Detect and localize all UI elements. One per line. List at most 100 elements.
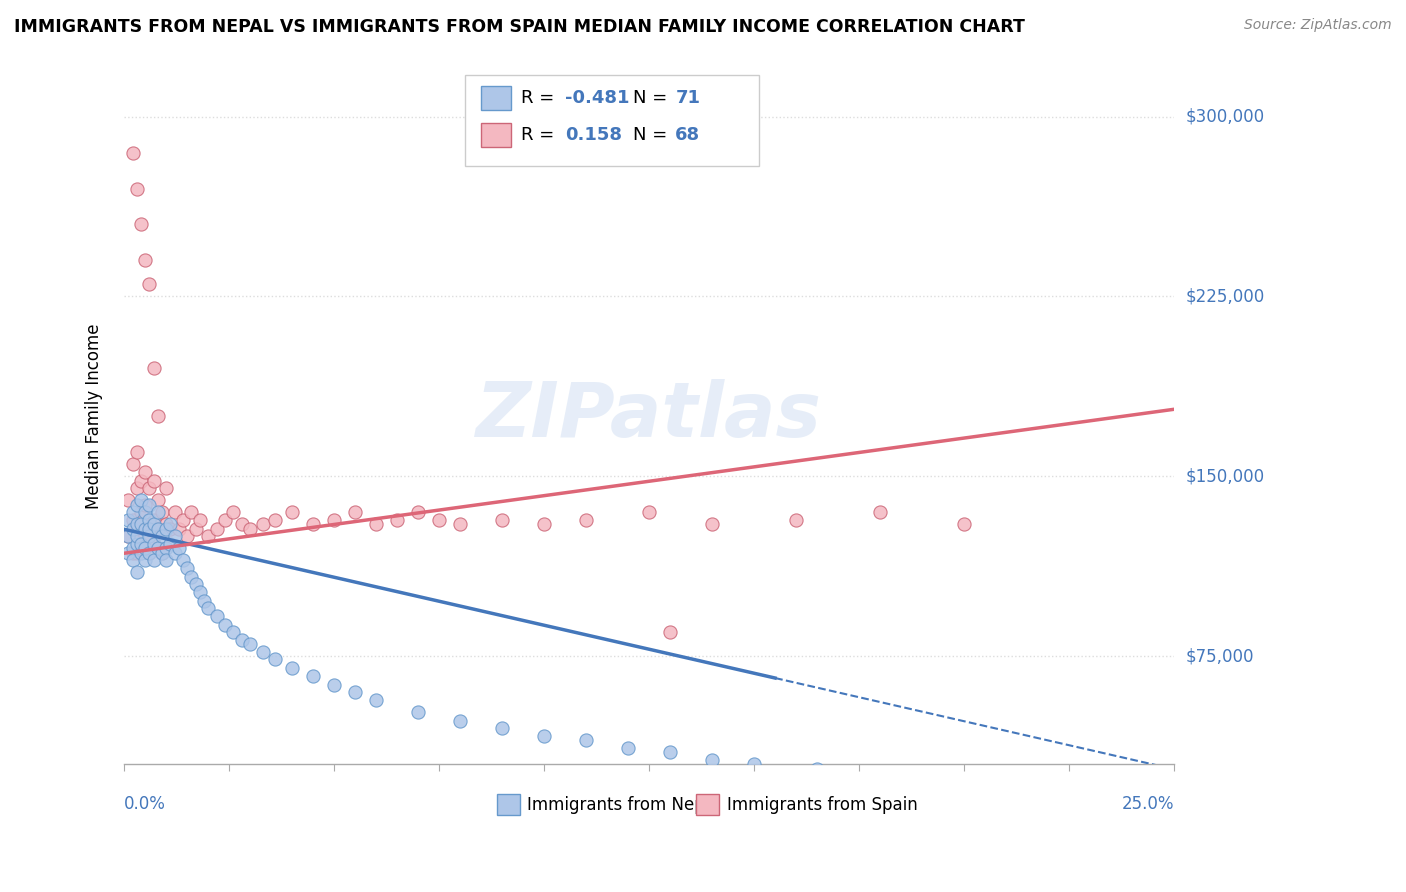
Point — [121, 553, 143, 567]
Point — [121, 522, 143, 536]
Point — [129, 218, 152, 232]
Point — [117, 529, 139, 543]
Point — [159, 536, 181, 550]
Point — [617, 740, 640, 755]
Text: ZIPatlas: ZIPatlas — [477, 379, 823, 453]
Point — [806, 762, 828, 776]
Point — [406, 705, 429, 719]
Point — [188, 513, 211, 527]
Point — [150, 529, 173, 543]
Point — [134, 541, 156, 556]
Point — [427, 513, 450, 527]
Point — [125, 546, 148, 560]
Point — [344, 506, 367, 520]
Point — [163, 529, 186, 543]
Point — [197, 529, 219, 543]
Point — [142, 475, 165, 489]
Point — [172, 513, 194, 527]
Point — [121, 513, 143, 527]
Point — [214, 618, 236, 632]
Point — [129, 517, 152, 532]
Point — [180, 570, 202, 584]
Point — [575, 513, 598, 527]
Point — [344, 685, 367, 699]
Point — [869, 769, 891, 783]
FancyBboxPatch shape — [696, 795, 720, 815]
FancyBboxPatch shape — [481, 86, 510, 111]
Point — [150, 546, 173, 560]
Point — [163, 506, 186, 520]
Point — [121, 506, 143, 520]
Point — [125, 536, 148, 550]
Point — [142, 517, 165, 532]
Point — [150, 546, 173, 560]
Point — [449, 517, 471, 532]
Text: $300,000: $300,000 — [1185, 108, 1264, 126]
Point — [264, 513, 287, 527]
Point — [264, 652, 287, 666]
Point — [125, 566, 148, 580]
Point — [214, 513, 236, 527]
Point — [138, 546, 160, 560]
Point — [302, 517, 325, 532]
Point — [252, 645, 274, 659]
Point — [138, 546, 160, 560]
Text: 71: 71 — [675, 89, 700, 107]
Point — [146, 409, 169, 424]
Point — [239, 522, 262, 536]
Point — [155, 553, 177, 567]
Point — [231, 632, 253, 647]
Point — [785, 513, 807, 527]
Point — [281, 661, 304, 675]
Point — [129, 541, 152, 556]
Point — [205, 522, 228, 536]
Point — [184, 522, 207, 536]
Point — [129, 546, 152, 560]
Point — [146, 506, 169, 520]
Point — [231, 517, 253, 532]
Point — [449, 714, 471, 729]
Point — [117, 513, 139, 527]
Point — [252, 517, 274, 532]
Point — [125, 482, 148, 496]
Point — [406, 506, 429, 520]
Point — [281, 506, 304, 520]
Point — [659, 625, 682, 640]
Point — [184, 577, 207, 591]
Point — [134, 522, 156, 536]
Text: R =: R = — [522, 89, 560, 107]
Point — [163, 546, 186, 560]
Point — [176, 560, 198, 574]
Point — [659, 746, 682, 760]
Point — [125, 498, 148, 512]
Point — [142, 536, 165, 550]
Point — [953, 517, 976, 532]
Point — [239, 637, 262, 651]
Point — [385, 513, 408, 527]
Point — [180, 506, 202, 520]
Point — [159, 522, 181, 536]
Point — [138, 529, 160, 543]
Point — [167, 541, 190, 556]
Point — [155, 541, 177, 556]
Point — [117, 529, 139, 543]
Text: 0.158: 0.158 — [565, 126, 621, 144]
Point — [176, 529, 198, 543]
Text: Immigrants from Spain: Immigrants from Spain — [727, 796, 918, 814]
Point — [188, 584, 211, 599]
Point — [146, 541, 169, 556]
Point — [138, 277, 160, 292]
Point — [150, 506, 173, 520]
Point — [869, 506, 891, 520]
Point — [121, 458, 143, 472]
Point — [197, 601, 219, 615]
Point — [125, 445, 148, 459]
Point — [193, 594, 215, 608]
Point — [138, 522, 160, 536]
Point — [129, 536, 152, 550]
Point — [134, 465, 156, 479]
Point — [146, 522, 169, 536]
Point — [575, 733, 598, 747]
Point — [222, 625, 245, 640]
Text: 25.0%: 25.0% — [1122, 795, 1174, 813]
